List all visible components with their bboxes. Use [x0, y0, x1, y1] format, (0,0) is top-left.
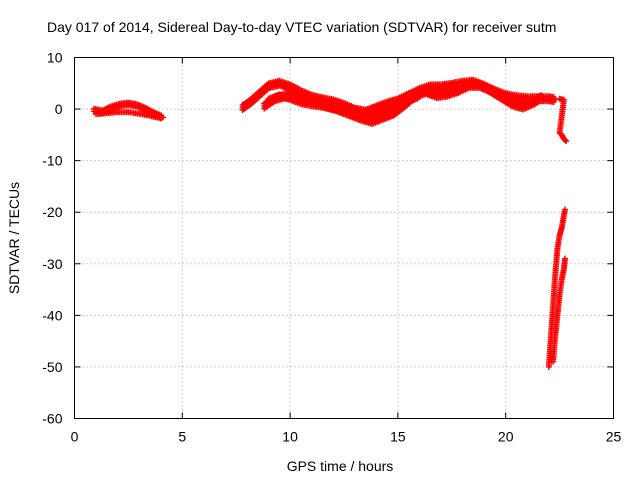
tick-labels: 0 5 10 15 20 25 -60 -50 -40 -30 -20 -10 0 10	[42, 50, 621, 445]
y-tick-label: -10	[42, 153, 62, 169]
y-tick-label: 10	[47, 50, 63, 66]
y-tick-label: 0	[55, 101, 63, 117]
x-tick-label: 10	[282, 429, 298, 445]
x-tick-label: 5	[178, 429, 186, 445]
data-point-marker	[539, 93, 546, 100]
data-point-marker	[563, 138, 570, 145]
y-tick-label: -30	[42, 256, 62, 272]
data-series-tail-descent-2	[550, 255, 568, 365]
y-tick-label: -20	[42, 204, 62, 220]
data-point-marker	[157, 115, 164, 122]
x-tick-label: 25	[606, 429, 622, 445]
data-series-tail-descent	[545, 206, 568, 370]
data-series-arc-early-b	[93, 109, 164, 122]
y-axis-label: SDTVAR / TECUs	[6, 182, 22, 294]
x-axis-label: GPS time / hours	[287, 458, 394, 474]
x-tick-label: 20	[498, 429, 514, 445]
grid-lines	[74, 57, 614, 419]
y-tick-label: -40	[42, 307, 62, 323]
data-points	[90, 76, 570, 370]
data-point-marker	[561, 255, 568, 262]
data-series-tail-short	[556, 95, 570, 145]
data-point-marker	[416, 93, 423, 100]
data-point-marker	[537, 97, 544, 104]
data-point-marker	[561, 137, 568, 144]
plot-frame	[74, 57, 614, 419]
y-tick-label: -50	[42, 359, 62, 375]
data-series-arc-main-mid	[265, 91, 423, 122]
x-tick-label: 0	[71, 429, 79, 445]
chart-title: Day 017 of 2014, Sidereal Day-to-day VTE…	[47, 19, 556, 35]
data-point-marker	[552, 96, 559, 103]
y-tick-label: -60	[42, 411, 62, 427]
data-point-marker	[561, 206, 568, 213]
x-tick-label: 15	[390, 429, 406, 445]
